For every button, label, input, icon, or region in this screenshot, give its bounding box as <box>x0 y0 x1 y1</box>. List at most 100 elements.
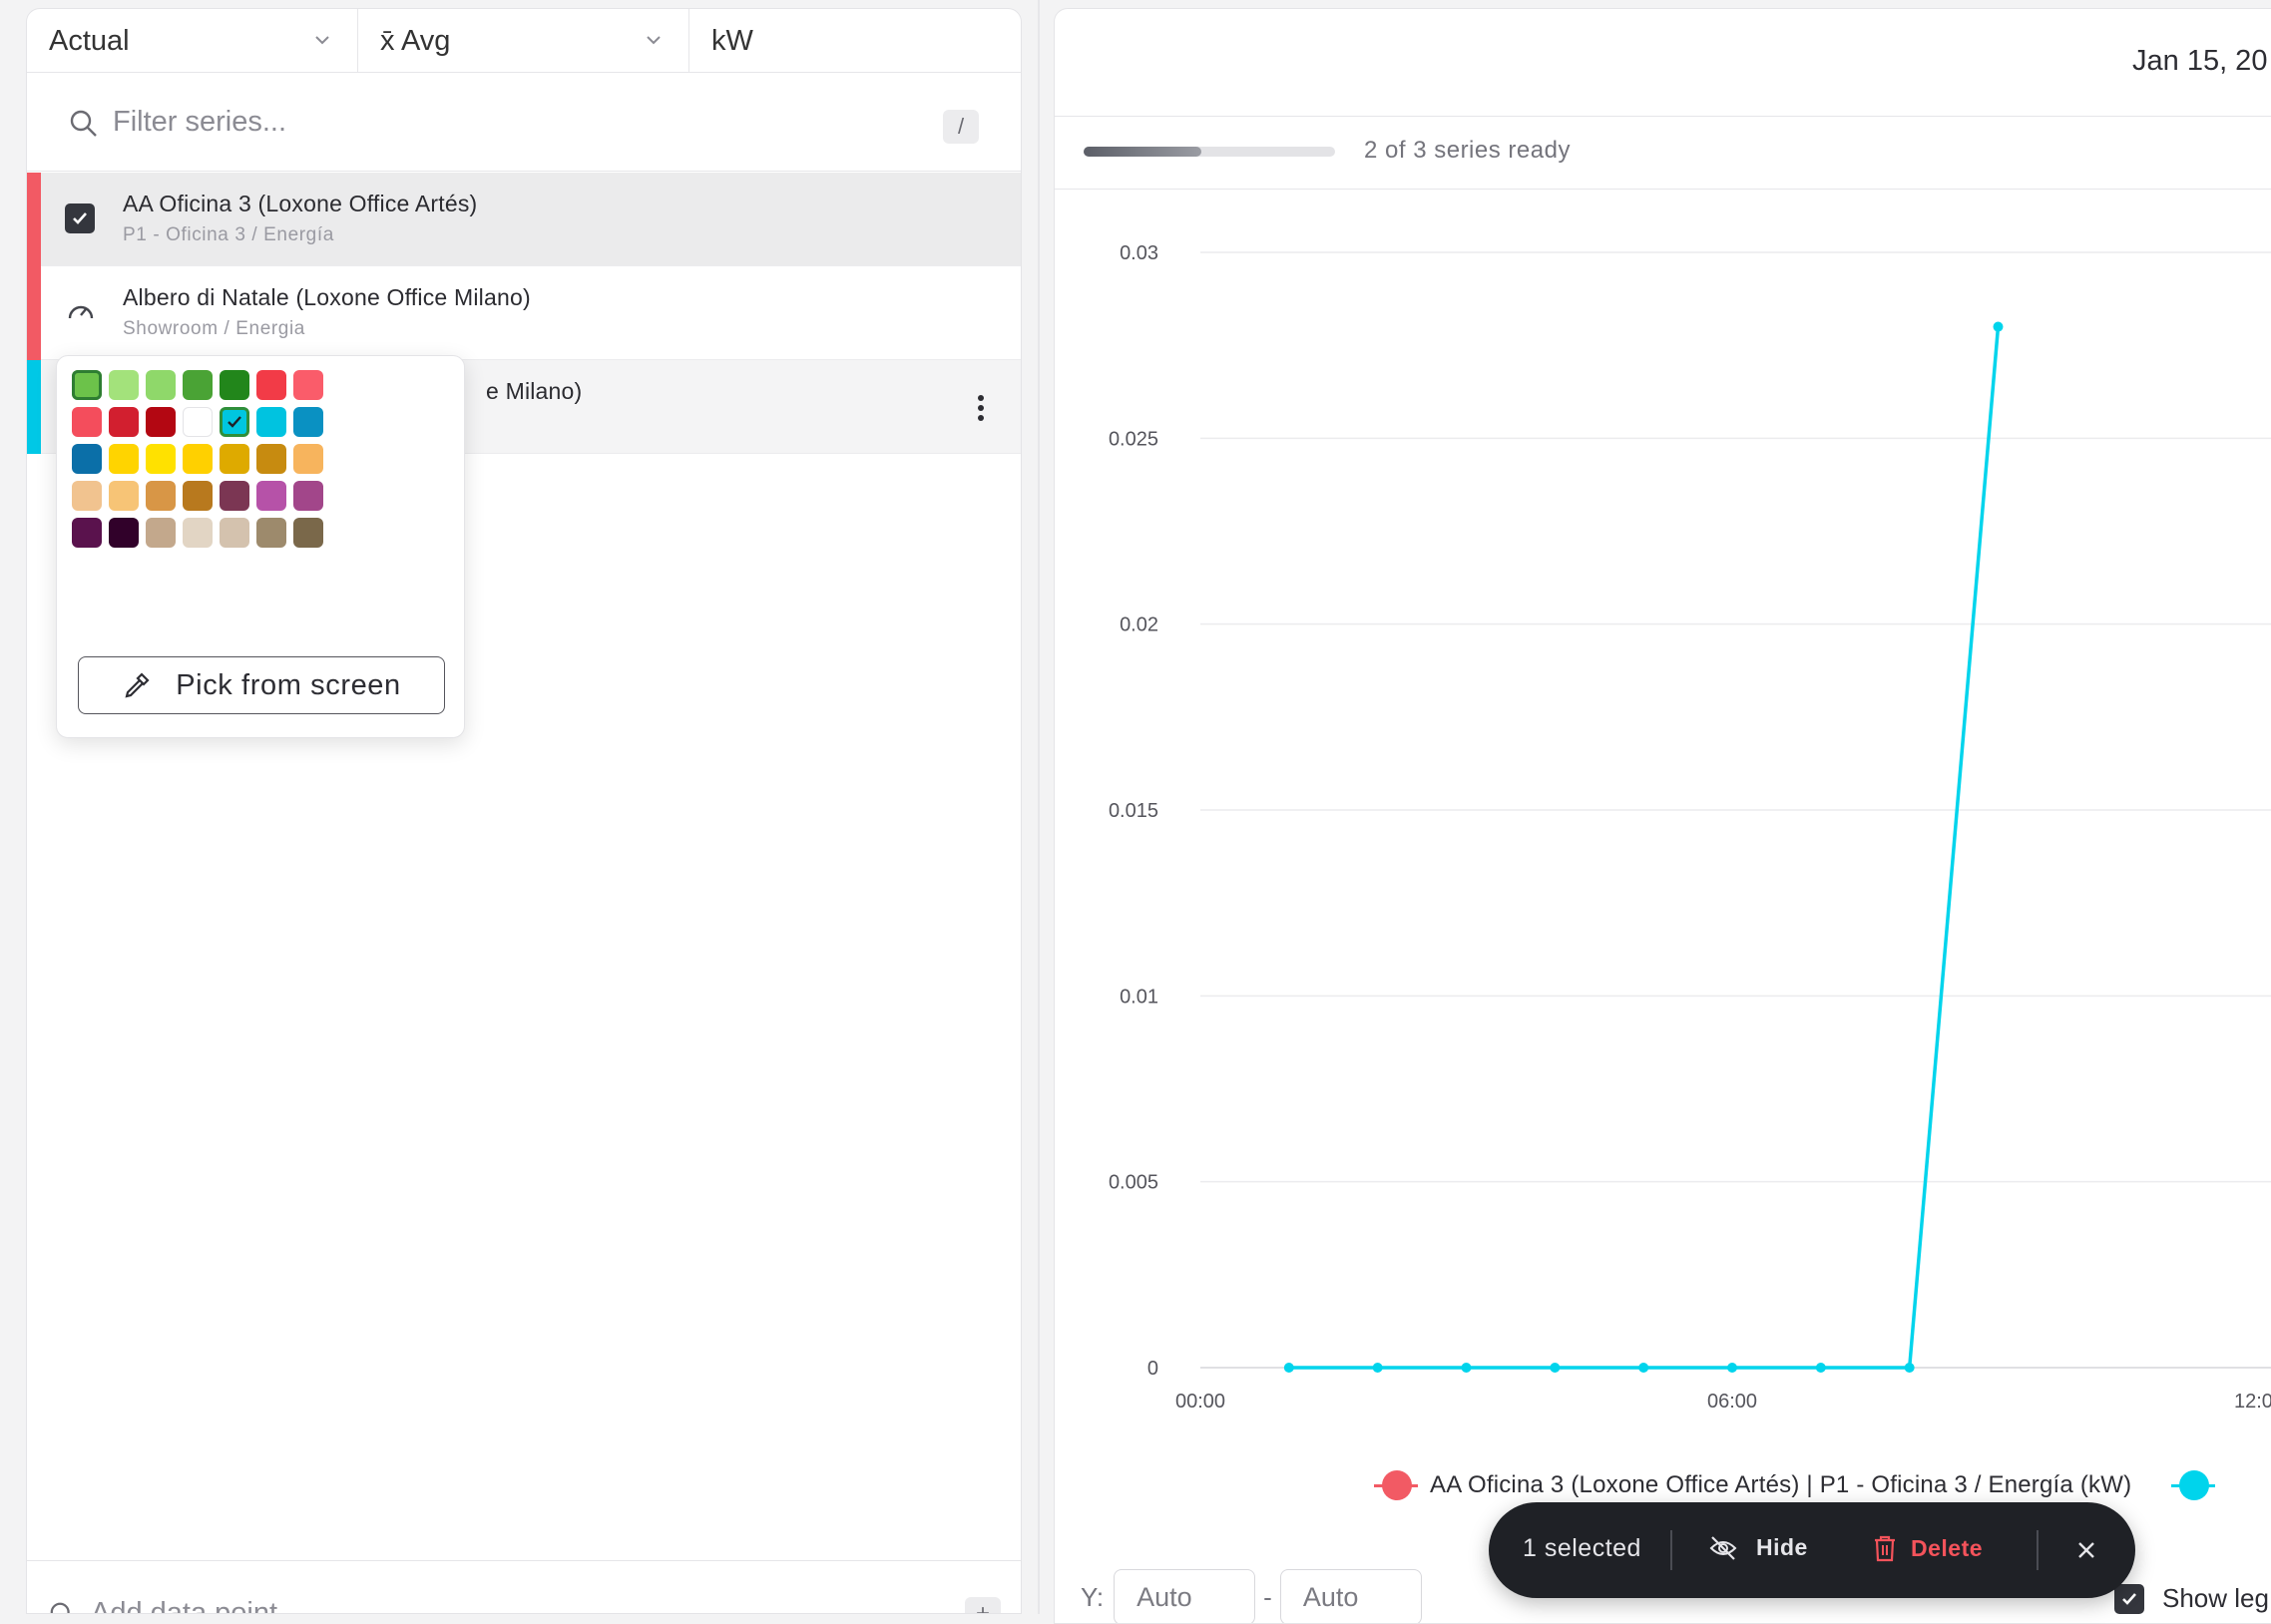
y-tick-label: 0.015 <box>1109 800 1158 822</box>
data-point[interactable] <box>1993 321 2004 332</box>
series-color-stripe[interactable] <box>27 173 41 266</box>
aggregation-value: x̄ Avg <box>380 24 451 57</box>
color-swatch[interactable] <box>256 518 286 548</box>
legend-marker[interactable] <box>2171 1465 2216 1505</box>
series-panel: Actual x̄ Avg kW Filter series... / AA O… <box>26 8 1022 1614</box>
y-tick-label: 0.02 <box>1120 614 1158 636</box>
color-swatch[interactable] <box>183 481 213 511</box>
date-range-label[interactable]: Jan 15, 20 <box>2132 45 2268 77</box>
panel-divider[interactable] <box>1038 0 1040 1614</box>
series-toolbar: Actual x̄ Avg kW <box>27 9 1021 73</box>
eyedropper-icon <box>125 672 150 698</box>
color-swatch[interactable] <box>109 407 139 437</box>
show-legend-toggle[interactable]: Show leg <box>2114 1583 2269 1614</box>
data-point[interactable] <box>1638 1363 1649 1373</box>
series-color-stripe[interactable] <box>27 266 41 360</box>
color-swatch[interactable] <box>256 481 286 511</box>
color-swatch[interactable] <box>293 407 323 437</box>
y-tick-label: 0.01 <box>1120 986 1158 1008</box>
data-point[interactable] <box>1727 1363 1737 1373</box>
legend-label[interactable]: AA Oficina 3 (Loxone Office Artés) | P1 … <box>1430 1471 2132 1498</box>
x-tick-label: 12:0 <box>2234 1391 2271 1413</box>
y-max-input[interactable]: Auto <box>1279 1569 1422 1623</box>
color-swatch[interactable] <box>72 444 102 474</box>
header-divider <box>1055 116 2271 117</box>
y-tick-label: 0 <box>1147 1358 1158 1380</box>
color-swatch[interactable] <box>220 518 249 548</box>
delete-button[interactable]: Delete <box>1873 1534 1983 1562</box>
y-min-input[interactable]: Auto <box>1114 1569 1256 1623</box>
unit-field[interactable]: kW <box>689 9 1021 73</box>
series-path: P1 - Oficina 3 / Energía <box>123 224 334 245</box>
color-swatch[interactable] <box>183 518 213 548</box>
x-tick-label: 06:00 <box>1707 1391 1757 1413</box>
selection-action-bar: 1 selected Hide Delete <box>1489 1502 2135 1598</box>
chart-panel: Jan 15, 20 2 of 3 series ready 0 0.005 0.0… <box>1054 8 2271 1624</box>
series-line[interactable] <box>1288 326 2001 1370</box>
mode-dropdown[interactable]: Actual <box>27 9 358 73</box>
series-color-stripe[interactable] <box>27 360 41 454</box>
color-swatch[interactable] <box>109 444 139 474</box>
add-data-point-input[interactable]: Add data point... + <box>27 1560 1021 1613</box>
y-tick-label: 0.03 <box>1120 242 1158 264</box>
chevron-down-icon <box>647 36 661 45</box>
color-swatch[interactable] <box>220 444 249 474</box>
series-path: Showroom / Energia <box>123 318 305 339</box>
series-row[interactable]: Albero di Natale (Loxone Office Milano) … <box>27 266 1021 360</box>
aggregation-dropdown[interactable]: x̄ Avg <box>358 9 689 73</box>
add-data-point-button[interactable]: + <box>965 1597 1001 1613</box>
legend-marker[interactable] <box>1374 1465 1418 1505</box>
color-swatch[interactable] <box>72 407 102 437</box>
color-swatch[interactable] <box>220 370 249 400</box>
color-swatch[interactable] <box>146 407 176 437</box>
color-swatch[interactable] <box>183 444 213 474</box>
color-swatch[interactable] <box>293 444 323 474</box>
color-swatch[interactable] <box>220 481 249 511</box>
color-swatch[interactable] <box>220 407 249 437</box>
kebab-icon[interactable] <box>977 394 985 422</box>
line-chart[interactable]: 0 0.005 0.01 0.015 0.02 0.025 0.03 00:00 06:00 12… <box>1055 9 2271 1445</box>
close-icon[interactable] <box>2074 1538 2098 1562</box>
series-checkbox[interactable] <box>65 203 95 233</box>
filter-placeholder: Filter series... <box>113 106 287 138</box>
color-swatch[interactable] <box>293 370 323 400</box>
chart-legend: AA Oficina 3 (Loxone Office Artés) | P1 … <box>1374 1465 2227 1505</box>
color-swatch[interactable] <box>183 407 213 437</box>
search-icon <box>70 110 97 137</box>
data-point[interactable] <box>1283 1363 1294 1373</box>
filter-series-input[interactable]: Filter series... / <box>27 74 1021 172</box>
data-point[interactable] <box>1550 1363 1561 1373</box>
data-point[interactable] <box>1372 1363 1383 1373</box>
separator <box>1670 1530 1672 1570</box>
color-swatch[interactable] <box>109 518 139 548</box>
separator <box>2037 1530 2039 1570</box>
hide-button[interactable]: Hide <box>1708 1534 1808 1561</box>
check-icon <box>227 416 241 428</box>
pick-from-screen-label: Pick from screen <box>176 668 401 701</box>
color-swatch[interactable] <box>72 370 102 400</box>
color-swatch[interactable] <box>256 370 286 400</box>
show-legend-checkbox[interactable] <box>2114 1583 2144 1614</box>
color-swatch[interactable] <box>146 518 176 548</box>
y-tick-label: 0.025 <box>1109 428 1158 450</box>
data-point[interactable] <box>1904 1363 1915 1373</box>
color-swatch[interactable] <box>146 370 176 400</box>
data-point[interactable] <box>1461 1363 1472 1373</box>
color-swatch[interactable] <box>109 481 139 511</box>
color-swatch[interactable] <box>256 407 286 437</box>
color-swatch[interactable] <box>109 370 139 400</box>
y-range-label: Y: <box>1081 1581 1105 1612</box>
series-row[interactable]: AA Oficina 3 (Loxone Office Artés) P1 - … <box>27 173 1021 266</box>
data-point[interactable] <box>1815 1363 1826 1373</box>
color-swatch[interactable] <box>256 444 286 474</box>
pick-from-screen-button[interactable]: Pick from screen <box>78 656 445 714</box>
color-swatch[interactable] <box>183 370 213 400</box>
color-swatch[interactable] <box>293 481 323 511</box>
series-name-fragment: e Milano) <box>486 378 583 404</box>
color-swatch[interactable] <box>146 481 176 511</box>
color-swatch[interactable] <box>72 518 102 548</box>
color-swatch[interactable] <box>146 444 176 474</box>
color-swatch[interactable] <box>293 518 323 548</box>
color-swatch[interactable] <box>72 481 102 511</box>
series-progress-bar <box>1084 147 1335 157</box>
